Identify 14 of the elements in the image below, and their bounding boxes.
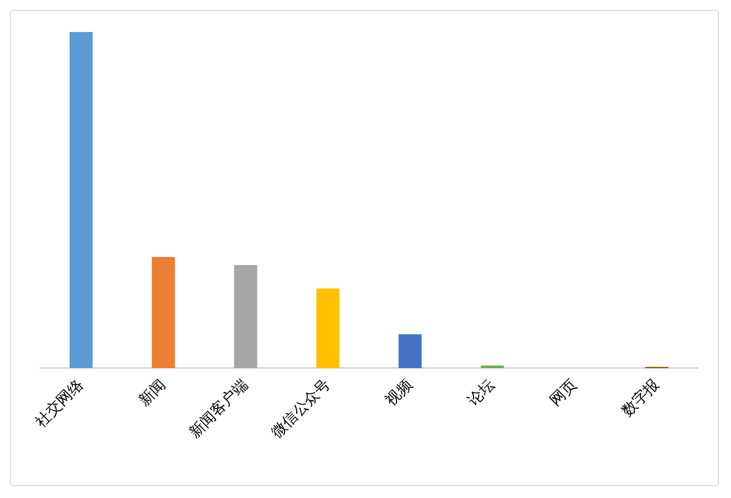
- x-tick-label: 新闻客户端: [185, 375, 252, 442]
- bar: [316, 288, 340, 368]
- x-tick-label: 论坛: [464, 375, 498, 410]
- x-tick-label: 网页: [546, 375, 580, 410]
- x-tick-label: 社交网络: [32, 375, 87, 431]
- bar: [398, 334, 422, 368]
- x-tick-label: 视频: [382, 375, 416, 410]
- bar: [152, 256, 175, 368]
- bar: [234, 265, 258, 368]
- x-tick-label: 微信公众号: [268, 375, 334, 442]
- bar: [480, 366, 504, 368]
- bar: [70, 32, 93, 368]
- x-tick-label: 数字报: [618, 375, 662, 420]
- x-tick-label: 新闻: [135, 375, 169, 410]
